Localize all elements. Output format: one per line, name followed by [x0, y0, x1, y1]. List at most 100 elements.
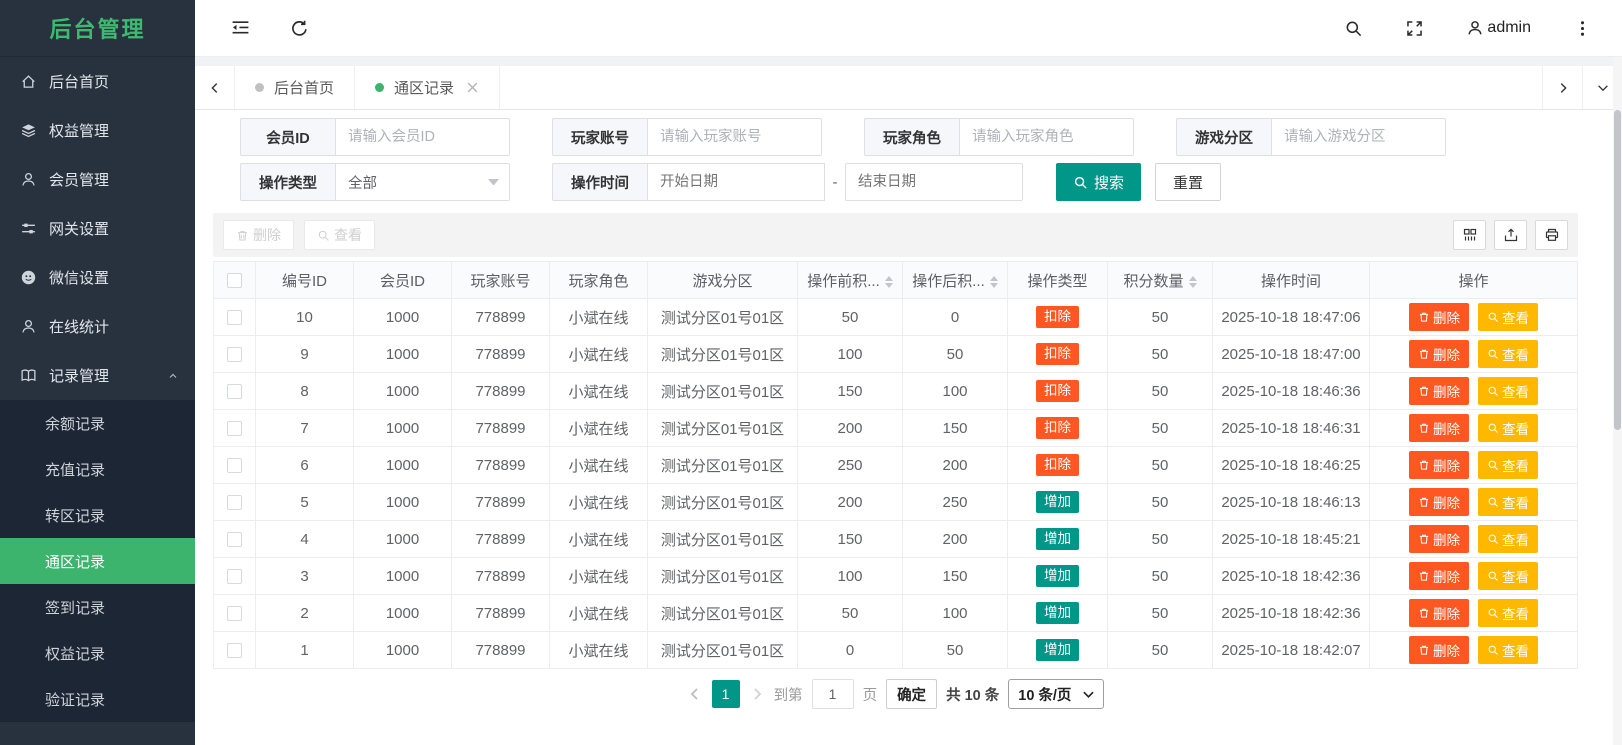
page-size-select[interactable]: 10 条/页	[1008, 679, 1105, 709]
page-scrollbar[interactable]	[1613, 57, 1622, 745]
tabs-scroll-left-button[interactable]	[195, 66, 235, 109]
search-icon[interactable]	[1344, 19, 1363, 38]
op-type-select[interactable]: 全部	[335, 163, 510, 201]
refresh-icon[interactable]	[290, 19, 309, 38]
col-header-amount[interactable]: 积分数量	[1107, 261, 1213, 299]
sidebar-item-wechat[interactable]: 微信设置	[0, 253, 195, 302]
row-view-button[interactable]: 查看	[1478, 303, 1538, 331]
close-icon[interactable]	[466, 81, 479, 94]
end-date-input[interactable]	[845, 163, 1023, 201]
filter-player-account: 玩家账号	[552, 118, 822, 156]
bulk-delete-button[interactable]: 删除	[223, 220, 294, 250]
sidebar-item-records[interactable]: 记录管理	[0, 351, 195, 400]
print-button[interactable]	[1535, 220, 1568, 250]
page-content: 会员ID 玩家账号 玩家角色 游戏分区	[195, 110, 1622, 745]
row-delete-button[interactable]: 删除	[1409, 340, 1469, 368]
col-header-before[interactable]: 操作前积...	[797, 261, 903, 299]
submenu-item-recharge-records[interactable]: 充值记录	[0, 446, 195, 492]
row-delete-button[interactable]: 删除	[1409, 303, 1469, 331]
row-delete-button[interactable]: 删除	[1409, 414, 1469, 442]
page-number-button[interactable]: 1	[711, 680, 740, 708]
goto-confirm-button[interactable]: 确定	[886, 679, 938, 709]
columns-toggle-button[interactable]	[1453, 220, 1486, 250]
sort-icon[interactable]	[1188, 275, 1197, 288]
op-type-badge: 增加	[1036, 527, 1079, 551]
row-delete-button[interactable]: 删除	[1409, 636, 1469, 664]
row-delete-button[interactable]: 删除	[1409, 525, 1469, 553]
col-header-label: 操作后积...	[912, 272, 985, 290]
player-account-input[interactable]	[647, 118, 822, 156]
sidebar-item-online-stats[interactable]: 在线统计	[0, 302, 195, 351]
sort-icon[interactable]	[884, 275, 893, 288]
fullscreen-icon[interactable]	[1405, 19, 1424, 38]
tabs-scroll-right-button[interactable]	[1542, 66, 1582, 109]
row-view-button[interactable]: 查看	[1478, 488, 1538, 516]
bulk-view-button[interactable]: 查看	[304, 220, 375, 250]
submenu-item-checkin-records[interactable]: 签到记录	[0, 584, 195, 630]
cell-actions: 删除 查看	[1369, 372, 1578, 410]
submenu-item-rights-records[interactable]: 权益记录	[0, 630, 195, 676]
row-view-button[interactable]: 查看	[1478, 599, 1538, 627]
next-page-button[interactable]	[749, 686, 765, 702]
submenu-item-balance-records[interactable]: 余额记录	[0, 400, 195, 446]
submenu-item-verify-records[interactable]: 验证记录	[0, 676, 195, 722]
cell-id: 7	[255, 409, 354, 447]
user-menu[interactable]: admin	[1466, 19, 1531, 37]
sidebar-item-rights[interactable]: 权益管理	[0, 106, 195, 155]
sidebar-item-label: 在线统计	[49, 319, 110, 336]
row-checkbox[interactable]	[227, 532, 242, 548]
tabs-menu-button[interactable]	[1582, 66, 1622, 109]
row-view-button[interactable]: 查看	[1478, 340, 1538, 368]
table-row: 1 1000 778899 小斌在线 测试分区01号01区 0 50 增加 50…	[213, 631, 1578, 669]
sidebar-item-label: 后台首页	[49, 74, 110, 91]
collapse-sidebar-icon[interactable]	[231, 19, 250, 38]
row-checkbox[interactable]	[227, 421, 242, 437]
row-checkbox[interactable]	[227, 643, 242, 659]
table-toolbar: 删除 查看	[213, 213, 1578, 257]
row-view-button[interactable]: 查看	[1478, 377, 1538, 405]
cell-before: 0	[797, 631, 903, 669]
submenu-item-zone-records[interactable]: 通区记录	[0, 538, 195, 584]
sidebar-item-home[interactable]: 后台首页	[0, 57, 195, 106]
row-checkbox[interactable]	[227, 495, 242, 511]
row-view-button[interactable]: 查看	[1478, 525, 1538, 553]
row-checkbox[interactable]	[227, 347, 242, 363]
cell-amount: 50	[1107, 409, 1213, 447]
sort-icon[interactable]	[989, 275, 998, 288]
row-checkbox[interactable]	[227, 458, 242, 474]
row-view-button[interactable]: 查看	[1478, 414, 1538, 442]
row-checkbox[interactable]	[227, 569, 242, 585]
row-delete-button[interactable]: 删除	[1409, 488, 1469, 516]
goto-page-input[interactable]	[811, 679, 854, 709]
row-view-button[interactable]: 查看	[1478, 562, 1538, 590]
reset-button[interactable]: 重置	[1155, 163, 1222, 201]
tab-zone-records[interactable]: 通区记录	[355, 66, 501, 109]
col-header-after[interactable]: 操作后积...	[902, 261, 1008, 299]
kebab-menu-icon[interactable]	[1573, 19, 1592, 38]
search-button[interactable]: 搜索	[1056, 163, 1142, 201]
row-delete-button[interactable]: 删除	[1409, 562, 1469, 590]
select-all-checkbox[interactable]	[227, 273, 242, 289]
sidebar-item-gateway[interactable]: 网关设置	[0, 204, 195, 253]
cell-zone: 测试分区01号01区	[647, 557, 798, 595]
row-delete-label: 删除	[1433, 607, 1460, 622]
start-date-input[interactable]	[647, 163, 825, 201]
submenu-item-transfer-records[interactable]: 转区记录	[0, 492, 195, 538]
export-button[interactable]	[1494, 220, 1527, 250]
game-zone-input[interactable]	[1271, 118, 1446, 156]
row-view-button[interactable]: 查看	[1478, 451, 1538, 479]
row-view-button[interactable]: 查看	[1478, 636, 1538, 664]
row-checkbox[interactable]	[227, 384, 242, 400]
row-delete-button[interactable]: 删除	[1409, 451, 1469, 479]
row-checkbox[interactable]	[227, 310, 242, 326]
tab-home[interactable]: 后台首页	[235, 66, 356, 109]
prev-page-button[interactable]	[687, 686, 703, 702]
table-row: 10 1000 778899 小斌在线 测试分区01号01区 50 0 扣除 5…	[213, 298, 1578, 336]
row-checkbox[interactable]	[227, 606, 242, 622]
row-delete-button[interactable]: 删除	[1409, 599, 1469, 627]
member-id-input[interactable]	[335, 118, 510, 156]
sidebar-item-members[interactable]: 会员管理	[0, 155, 195, 204]
player-role-input[interactable]	[959, 118, 1134, 156]
scrollbar-thumb[interactable]	[1614, 110, 1621, 430]
row-delete-button[interactable]: 删除	[1409, 377, 1469, 405]
